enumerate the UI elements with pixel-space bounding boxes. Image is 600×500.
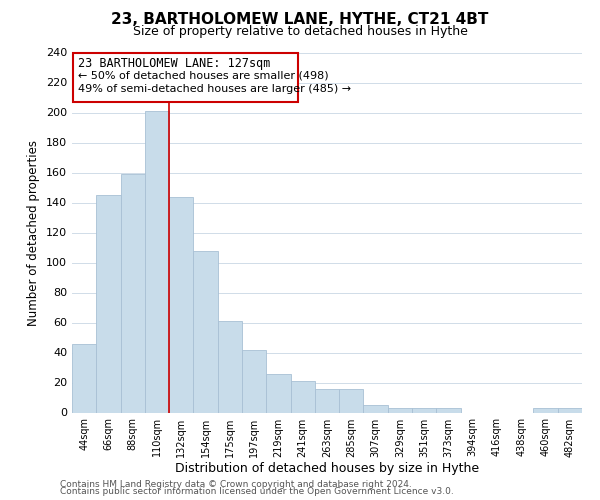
- Bar: [412, 408, 436, 412]
- Bar: [145, 111, 169, 412]
- Bar: [315, 388, 339, 412]
- Bar: [533, 408, 558, 412]
- Bar: [218, 321, 242, 412]
- Text: Size of property relative to detached houses in Hythe: Size of property relative to detached ho…: [133, 25, 467, 38]
- Bar: [266, 374, 290, 412]
- Text: Contains HM Land Registry data © Crown copyright and database right 2024.: Contains HM Land Registry data © Crown c…: [60, 480, 412, 489]
- Bar: [96, 195, 121, 412]
- Bar: [242, 350, 266, 412]
- Text: 23, BARTHOLOMEW LANE, HYTHE, CT21 4BT: 23, BARTHOLOMEW LANE, HYTHE, CT21 4BT: [112, 12, 488, 28]
- Bar: [121, 174, 145, 412]
- Bar: [290, 381, 315, 412]
- Bar: [558, 408, 582, 412]
- Text: 23 BARTHOLOMEW LANE: 127sqm: 23 BARTHOLOMEW LANE: 127sqm: [78, 57, 271, 70]
- Text: Contains public sector information licensed under the Open Government Licence v3: Contains public sector information licen…: [60, 487, 454, 496]
- Bar: [364, 405, 388, 412]
- Bar: [339, 388, 364, 412]
- Bar: [436, 408, 461, 412]
- FancyBboxPatch shape: [73, 52, 298, 102]
- Bar: [193, 250, 218, 412]
- Bar: [72, 344, 96, 412]
- Y-axis label: Number of detached properties: Number of detached properties: [28, 140, 40, 326]
- Bar: [169, 196, 193, 412]
- Text: ← 50% of detached houses are smaller (498): ← 50% of detached houses are smaller (49…: [78, 70, 329, 81]
- Text: 49% of semi-detached houses are larger (485) →: 49% of semi-detached houses are larger (…: [78, 84, 351, 94]
- X-axis label: Distribution of detached houses by size in Hythe: Distribution of detached houses by size …: [175, 462, 479, 475]
- Bar: [388, 408, 412, 412]
